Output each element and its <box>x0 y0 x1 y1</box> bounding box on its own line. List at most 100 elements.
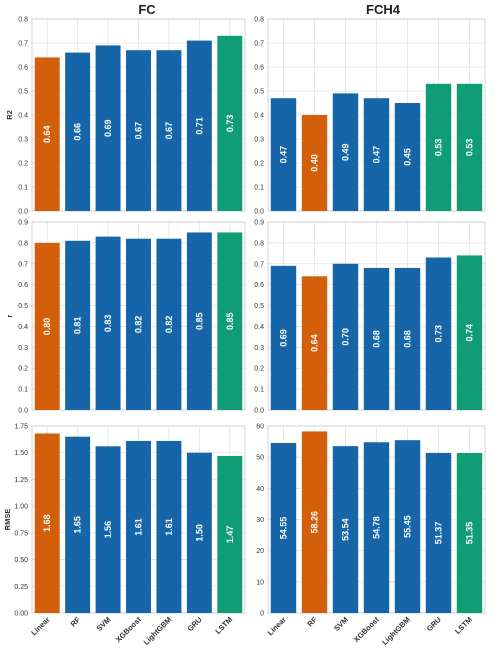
y-tick-label: 40 <box>256 486 264 493</box>
y-tick-label: 0.0 <box>254 209 264 216</box>
y-tick-label: 0.5 <box>18 89 28 96</box>
bar-svm <box>332 93 359 211</box>
bar-lstm <box>456 255 483 410</box>
y-tick-label: 0.4 <box>254 324 264 331</box>
y-tick-label: 0.75 <box>14 530 28 537</box>
y-tick-label: 1.50 <box>14 450 28 457</box>
y-tick-label: 1.75 <box>14 424 28 431</box>
y-tick-label: 50 <box>256 455 264 462</box>
bar-value-label: 51.35 <box>465 522 475 545</box>
x-tick-label: LSTM <box>213 615 234 636</box>
bar-lstm <box>217 35 243 211</box>
bar-value-label: 0.73 <box>434 325 444 343</box>
bar-xgboost <box>126 238 151 410</box>
bar-svm <box>332 263 359 410</box>
x-tick-label: Linear <box>266 615 288 637</box>
bar-lstm <box>456 83 483 211</box>
y-tick-label: 0.2 <box>18 161 28 168</box>
bar-svm <box>95 236 121 410</box>
y-tick-label: 0.0 <box>18 209 28 216</box>
y-tick-label: 0.3 <box>254 345 264 352</box>
bar-value-label: 54.78 <box>372 516 382 539</box>
y-tick-label: 0.8 <box>18 240 28 247</box>
bar-lightgbm <box>394 440 421 613</box>
bar-lightgbm <box>156 238 182 410</box>
bar-value-label: 0.47 <box>279 146 289 164</box>
bar-value-label: 0.69 <box>279 329 289 347</box>
y-tick-label: 0.6 <box>18 65 28 72</box>
y-tick-label: 0.1 <box>18 185 28 192</box>
y-tick-label: 0.7 <box>254 261 264 268</box>
bar-linear <box>34 242 60 410</box>
bar-value-label: 0.81 <box>73 317 83 335</box>
bar-value-label: 0.71 <box>194 117 204 135</box>
bar-value-label: 0.70 <box>341 328 351 346</box>
panels-group: 0.00.10.20.30.40.50.60.70.80.64 0.66 0.69 0… <box>3 17 486 647</box>
y-tick-label: 0.8 <box>254 17 264 24</box>
bar-svm <box>332 446 359 613</box>
y-tick-label: 0.0 <box>254 408 264 415</box>
x-tick-label: LightGBM <box>142 615 174 647</box>
bar-value-label: 1.61 <box>164 518 174 536</box>
bar-value-label: 0.83 <box>103 315 113 333</box>
bar-xgboost <box>126 50 151 212</box>
bar-value-label: 58.26 <box>310 511 320 534</box>
y-axis-label: r <box>5 314 14 317</box>
y-tick-label: 30 <box>256 517 264 524</box>
bar-value-label: 1.50 <box>194 524 204 542</box>
bar-value-label: 0.68 <box>372 330 382 348</box>
bar-rf <box>65 436 91 613</box>
chart-panel-1: 0.0 0.1 0.2 0.3 0.4 0.5 0.6 0.7 0.8 0.64 0.66 0.69 0… <box>5 17 246 216</box>
bar-lstm <box>456 452 483 613</box>
y-tick-label: 0.9 <box>18 220 28 227</box>
bar-value-label: 0.80 <box>42 318 52 336</box>
y-tick-label: 1.00 <box>14 504 28 511</box>
y-tick-label: 0.5 <box>254 89 264 96</box>
y-tick-label: 10 <box>256 579 264 586</box>
chart-panel-4: 0.0 0.1 0.2 0.3 0.4 0.5 0.6 0.7 0.8 0.9 0.69 0.64 0.… <box>254 220 486 415</box>
bar-value-label: 0.45 <box>403 148 413 166</box>
bar-value-label: 0.64 <box>42 125 52 143</box>
bar-lstm <box>217 232 243 410</box>
bar-lightgbm <box>156 440 182 613</box>
y-tick-label: 0.3 <box>254 137 264 144</box>
y-axis-label: RMSE <box>3 509 12 531</box>
bar-value-label: 0.64 <box>310 334 320 352</box>
bar-value-label: 53.54 <box>341 518 351 541</box>
bar-value-label: 0.53 <box>434 139 444 157</box>
chart-panel-3: 0.0 0.1 0.2 0.3 0.4 0.5 0.6 0.7 0.8 0.9 0.80 0.81 0.… <box>5 220 246 415</box>
bar-linear <box>270 442 297 613</box>
y-tick-label: 0.9 <box>254 220 264 227</box>
bar-value-label: 0.67 <box>164 122 174 140</box>
bar-value-label: 0.85 <box>225 312 235 330</box>
x-tick-label: RF <box>305 615 319 629</box>
bar-value-label: 0.67 <box>134 122 144 140</box>
bar-gru <box>425 257 452 410</box>
bar-linear <box>270 265 297 410</box>
y-tick-label: 0.3 <box>18 137 28 144</box>
x-tick-label: Linear <box>29 615 51 637</box>
y-tick-label: 0.5 <box>18 303 28 310</box>
x-tick-label: XGBoost <box>352 615 381 644</box>
bar-value-label: 0.47 <box>372 146 382 164</box>
y-tick-label: 0.25 <box>14 584 28 591</box>
y-tick-label: 0.4 <box>254 113 264 120</box>
bar-xgboost <box>126 440 151 613</box>
bar-value-label: 51.37 <box>434 522 444 545</box>
bar-gru <box>425 83 452 211</box>
column-title-fch4: FCH4 <box>366 2 401 17</box>
column-title-fc: FC <box>138 2 156 17</box>
chart-panel-5: 0.00 0.25 0.50 0.75 1.00 1.25 1.50 1.75 1.68 1.65… <box>3 424 246 647</box>
y-tick-label: 0.5 <box>254 303 264 310</box>
y-tick-label: 0.6 <box>254 65 264 72</box>
y-tick-label: 0.00 <box>14 611 28 618</box>
y-tick-label: 0.1 <box>254 185 264 192</box>
bar-value-label: 54.55 <box>279 517 289 540</box>
bar-svm <box>95 45 121 212</box>
bar-value-label: 1.61 <box>134 518 144 536</box>
y-tick-label: 0.7 <box>18 41 28 48</box>
bar-value-label: 0.40 <box>310 154 320 172</box>
bar-rf <box>65 240 91 410</box>
bar-gru <box>425 452 452 613</box>
